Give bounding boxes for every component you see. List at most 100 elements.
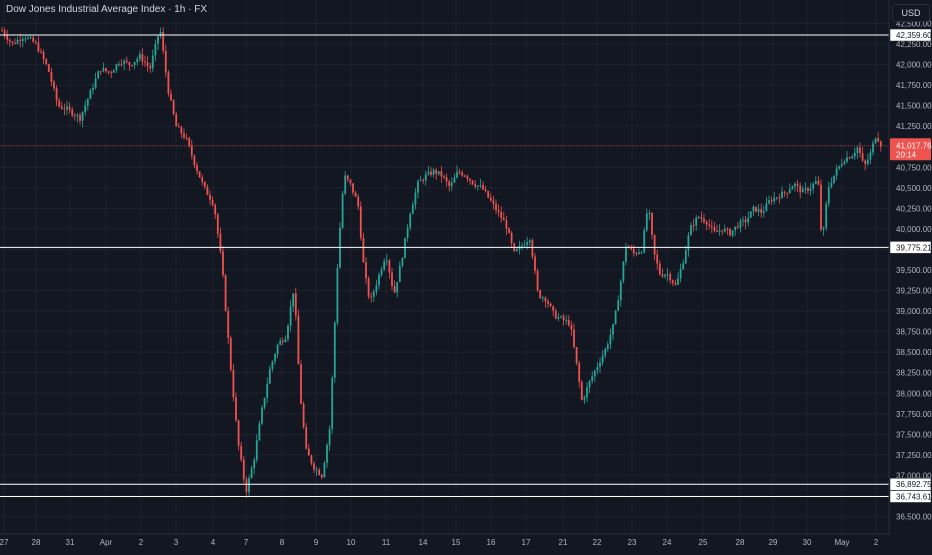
candle-down (799, 185, 802, 193)
candle-down (19, 39, 22, 42)
candle-up (292, 293, 295, 307)
candle-up (565, 319, 568, 321)
candle-down (580, 381, 583, 400)
candle-down (211, 199, 214, 205)
candle-up (840, 164, 843, 166)
candle-up (749, 211, 752, 218)
candle-down (198, 171, 201, 178)
candle-up (271, 361, 274, 369)
candle-down (492, 200, 495, 204)
candle-up (830, 182, 833, 187)
candle-up (664, 274, 666, 277)
candle-up (612, 324, 614, 335)
candle-up (609, 334, 612, 345)
price-tick-label: 42,250.00 (896, 40, 932, 49)
candle-down (8, 39, 11, 42)
price-tick-label: 42,500.00 (896, 20, 932, 29)
level-price-badge (889, 477, 932, 491)
candle-up (255, 440, 258, 460)
candle-up (157, 36, 159, 44)
candle-up (401, 258, 404, 266)
candle-up (136, 59, 139, 62)
candle-down (240, 445, 243, 460)
candle-up (591, 376, 594, 381)
candle-up (619, 281, 622, 301)
candle-down (547, 301, 549, 304)
candle-up (640, 252, 643, 254)
candle-up (599, 362, 601, 367)
candle-down (362, 237, 365, 263)
candle-down (11, 41, 14, 43)
candle-down (703, 218, 705, 222)
candle-down (705, 221, 708, 225)
candle-down (440, 171, 443, 177)
candle-down (487, 191, 490, 198)
candle-down (310, 455, 313, 464)
candle-down (222, 251, 224, 276)
candle-up (29, 37, 32, 39)
candle-down (209, 195, 211, 200)
horizontal-levels[interactable] (0, 34, 889, 497)
time-axis-labels: 27 28 31 Apr 2 3 4 7 8 9 10 11 14 15 16 17 21 22 23 24 25 28 2… (0, 538, 879, 547)
candle-up (601, 355, 604, 363)
candle-down (786, 192, 789, 194)
candle-up (287, 325, 289, 340)
candle-up (385, 260, 388, 262)
candle-down (471, 180, 474, 185)
time-tick-label: 4 (211, 538, 216, 547)
candle-up (250, 468, 253, 479)
candle-up (814, 180, 817, 184)
candle-up (411, 204, 414, 214)
candle-up (97, 71, 100, 79)
candle-down (34, 41, 37, 43)
candle-down (68, 106, 71, 110)
time-tick-label: 8 (280, 538, 285, 547)
candle-down (861, 153, 864, 161)
candle-up (76, 114, 79, 117)
candle-up (697, 217, 700, 219)
candle-down (40, 51, 42, 53)
candle-down (770, 200, 773, 202)
candle-down (120, 63, 123, 65)
price-tick-label: 41,750.00 (896, 81, 932, 90)
candle-up (560, 316, 562, 318)
price-tick-label: 37,000.00 (896, 471, 932, 480)
candle-up (274, 354, 276, 362)
candle-down (489, 197, 492, 201)
candle-up (666, 274, 669, 276)
time-tick-label: 9 (314, 538, 319, 547)
candle-up (328, 428, 331, 446)
time-tick-label: 30 (803, 538, 812, 547)
candle-down (443, 176, 445, 178)
candle-up (289, 306, 292, 326)
candle-down (73, 115, 76, 117)
candle-up (456, 171, 458, 178)
candle-down (175, 114, 178, 127)
candle-down (167, 72, 170, 94)
candle-up (417, 181, 419, 193)
candle-down (658, 263, 661, 275)
currency-button[interactable]: USD (892, 4, 930, 22)
price-badges: 42,359.60 39,775.21 36,892.75 36,743.61 41,0… (889, 28, 932, 503)
time-axis[interactable] (0, 534, 932, 550)
time-tick-label: 15 (452, 538, 461, 547)
price-axis-labels: 36,500.0036,750.0037,000.0037,250.0037,5… (896, 20, 932, 522)
time-tick-label: 25 (699, 538, 708, 547)
price-axis[interactable] (889, 0, 932, 534)
candle-down (708, 224, 711, 226)
candle-up (380, 269, 383, 275)
candle-up (424, 174, 427, 181)
candle-up (94, 78, 97, 88)
candle-up (323, 462, 326, 478)
candle-down (461, 172, 464, 176)
candle-up (739, 220, 742, 228)
candle-up (118, 63, 120, 65)
candle-down (232, 369, 235, 398)
candle-down (359, 206, 362, 238)
candle-up (154, 43, 157, 56)
candle-up (583, 397, 586, 400)
price-tick-label: 39,500.00 (896, 266, 932, 275)
candle-down (534, 256, 536, 271)
